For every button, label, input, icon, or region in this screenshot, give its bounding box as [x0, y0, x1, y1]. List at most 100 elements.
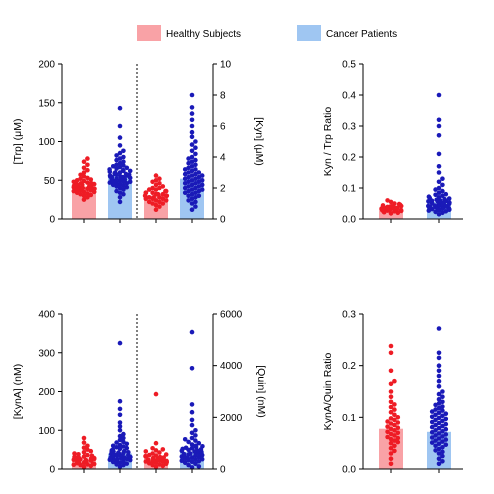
kyna-quin-point-healthy: [72, 451, 77, 456]
kyna-quin-ratio-point-healthy: [385, 419, 390, 424]
trp-kyn-left-tick-label: 0: [49, 215, 55, 226]
kyn-trp-ratio-left-tick-label: 0.3: [342, 122, 356, 133]
kyna-quin-left-axis-title: [KynA] (nM): [12, 364, 24, 419]
panel-kyna-quin: 0100200300400[KynA] (nM)0200040006000[Qu…: [12, 310, 267, 476]
kyn-trp-ratio-point-cancer: [447, 196, 452, 201]
kyna-quin-ratio-left-tick-label: 0.2: [342, 361, 356, 372]
trp-kyn-point-healthy: [154, 207, 159, 212]
kyna-quin-ratio-left-tick-label: 0.3: [342, 310, 356, 321]
kyna-quin-point-healthy: [85, 444, 90, 449]
kyn-trp-ratio-point-cancer: [437, 164, 442, 169]
trp-kyn-point-healthy: [165, 194, 170, 199]
kyna-quin-ratio-point-cancer: [437, 379, 442, 384]
kyn-trp-ratio-point-cancer: [440, 183, 445, 188]
kyna-quin-point-healthy: [82, 440, 87, 445]
kyn-trp-ratio-point-cancer: [437, 93, 442, 98]
kyna-quin-point-cancer: [190, 418, 195, 423]
trp-kyn-point-cancer: [190, 124, 195, 129]
kyna-quin-ratio-point-cancer: [437, 374, 442, 379]
trp-kyn-point-cancer: [118, 200, 123, 205]
kyna-quin-point-healthy: [154, 441, 159, 446]
trp-kyn-left-tick-label: 100: [38, 137, 55, 148]
kyna-quin-point-healthy: [150, 446, 155, 451]
kyna-quin-ratio-point-healthy: [392, 379, 397, 384]
legend: Healthy Subjects Cancer Patients: [137, 25, 397, 41]
kyna-quin-ratio-point-cancer: [437, 356, 442, 361]
panel-kyna-quin-ratio: 0.00.10.20.3KynA/Quin Ratio: [322, 310, 463, 476]
trp-kyn-point-healthy: [161, 184, 166, 189]
kyna-quin-right-axis-title: [Quin] (nM): [255, 365, 267, 418]
kyna-quin-ratio-point-cancer: [437, 369, 442, 374]
trp-kyn-point-cancer: [118, 124, 123, 129]
trp-kyn-point-cancer: [118, 135, 123, 140]
kyna-quin-ratio-point-healthy: [389, 416, 394, 421]
kyna-quin-ratio-point-cancer: [444, 411, 449, 416]
trp-kyn-point-cancer: [118, 106, 123, 111]
legend-swatch-cancer: [297, 25, 321, 41]
kyna-quin-ratio-point-cancer: [440, 389, 445, 394]
kyna-quin-ratio-point-cancer: [444, 427, 449, 432]
trp-kyn-point-cancer: [200, 183, 205, 188]
trp-kyn-point-healthy: [82, 159, 87, 164]
trp-kyn-point-cancer: [193, 152, 198, 157]
kyna-quin-left-tick-label: 0: [49, 465, 55, 476]
trp-kyn-left-tick-label: 150: [38, 98, 55, 109]
kyna-quin-point-healthy: [90, 454, 95, 459]
trp-kyn-point-healthy: [157, 176, 162, 181]
kyna-quin-point-healthy: [150, 451, 155, 456]
kyna-quin-ratio-point-healthy: [389, 389, 394, 394]
kyn-trp-ratio-left-tick-label: 0.0: [342, 215, 356, 226]
kyna-quin-ratio-point-healthy: [385, 424, 390, 429]
trp-kyn-point-cancer: [193, 204, 198, 209]
kyna-quin-right-tick-label: 0: [220, 465, 226, 476]
kyn-trp-ratio-point-healthy: [381, 203, 386, 208]
kyna-quin-point-cancer: [121, 432, 126, 437]
trp-kyn-point-healthy: [163, 189, 168, 194]
trp-kyn-point-cancer: [190, 130, 195, 135]
kyn-trp-ratio-point-cancer: [437, 170, 442, 175]
trp-kyn-point-cancer: [121, 155, 126, 160]
kyna-quin-ratio-point-cancer: [444, 437, 449, 442]
kyn-trp-ratio-point-cancer: [437, 180, 442, 185]
trp-kyn-point-cancer: [193, 167, 198, 172]
kyn-trp-ratio-point-cancer: [426, 204, 431, 209]
trp-kyn-right-tick-label: 2: [220, 184, 226, 195]
trp-kyn-point-healthy: [85, 163, 90, 168]
kyna-quin-ratio-point-healthy: [389, 400, 394, 405]
kyna-quin-point-cancer: [190, 402, 195, 407]
kyna-quin-point-healthy: [161, 447, 166, 452]
kyn-trp-ratio-left-tick-label: 0.4: [342, 91, 356, 102]
trp-kyn-point-cancer: [193, 200, 198, 205]
kyna-quin-point-cancer: [190, 423, 195, 428]
kyna-quin-point-cancer: [118, 399, 123, 404]
kyna-quin-ratio-point-cancer: [444, 417, 449, 422]
trp-kyn-point-cancer: [193, 145, 198, 150]
trp-kyn-right-tick-label: 4: [220, 153, 226, 164]
kyna-quin-ratio-point-cancer: [444, 432, 449, 437]
kyna-quin-point-healthy: [154, 392, 159, 397]
kyna-quin-ratio-point-cancer: [437, 384, 442, 389]
kyna-quin-point-healthy: [76, 452, 81, 457]
trp-kyn-right-tick-label: 10: [220, 60, 232, 71]
kyna-quin-point-cancer: [118, 341, 123, 346]
kyna-quin-ratio-point-cancer: [437, 363, 442, 368]
trp-kyn-point-cancer: [190, 142, 195, 147]
kyna-quin-point-cancer: [190, 410, 195, 415]
kyna-quin-left-tick-label: 100: [38, 426, 55, 437]
trp-kyn-point-cancer: [107, 167, 112, 172]
kyn-trp-ratio-point-cancer: [437, 186, 442, 191]
kyna-quin-point-cancer: [193, 428, 198, 433]
kyna-quin-ratio-point-cancer: [440, 404, 445, 409]
kyna-quin-ratio-point-healthy: [389, 394, 394, 399]
trp-kyn-point-cancer: [193, 158, 198, 163]
kyna-quin-point-healthy: [164, 452, 169, 457]
trp-kyn-point-cancer: [108, 173, 113, 178]
kyn-trp-ratio-point-cancer: [427, 194, 432, 199]
kyna-quin-ratio-point-healthy: [389, 456, 394, 461]
trp-kyn-right-tick-label: 6: [220, 122, 226, 133]
trp-kyn-point-cancer: [121, 159, 126, 164]
kyna-quin-ratio-left-tick-label: 0.0: [342, 465, 356, 476]
panel-kyn-trp-ratio: 0.00.10.20.30.40.5Kyn / Trp Ratio: [322, 60, 463, 226]
kyn-trp-ratio-left-tick-label: 0.5: [342, 60, 356, 71]
kyna-quin-ratio-point-healthy: [389, 351, 394, 356]
